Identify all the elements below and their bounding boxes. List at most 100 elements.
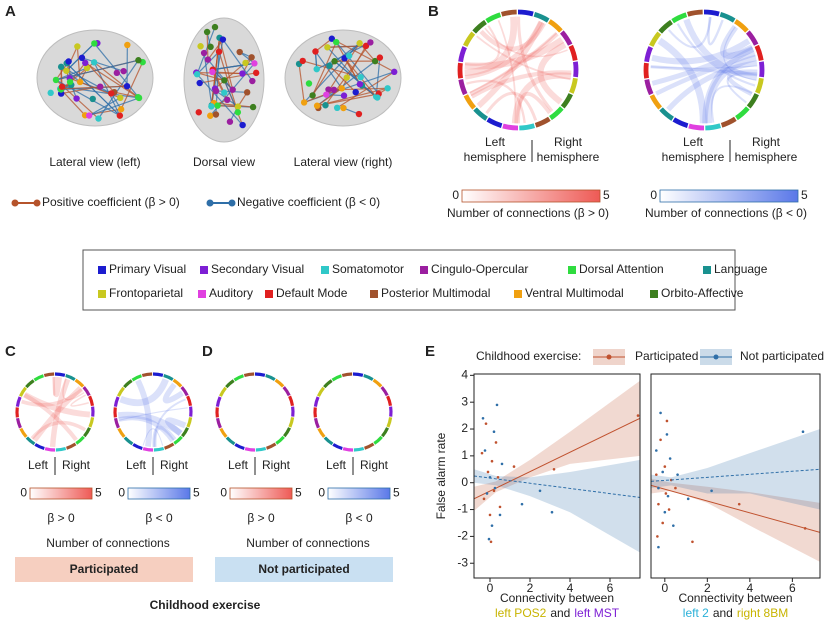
chord-segment: [549, 106, 564, 121]
brain-edge: [334, 60, 377, 98]
brain-node: [299, 57, 306, 65]
chord-link: [651, 44, 754, 86]
colorbar-tick: 0: [20, 486, 27, 500]
chord-link: [135, 379, 153, 448]
brain-node: [89, 95, 96, 103]
brain-edge: [93, 61, 139, 98]
colorbar: [127, 487, 191, 500]
chord-link: [720, 25, 755, 59]
chord-segment: [703, 9, 720, 17]
hemisphere-label: hemisphere: [537, 150, 600, 164]
brain-node: [309, 92, 316, 99]
chord-link: [497, 20, 517, 124]
chord-segment: [186, 417, 193, 428]
chord-link: [23, 392, 91, 418]
plot-area: [474, 380, 640, 553]
brain-node: [113, 69, 121, 77]
brain-edge: [88, 97, 121, 117]
scatter-point: [496, 476, 500, 479]
scatter-point: [659, 411, 662, 415]
chord-segment: [352, 372, 364, 377]
brain-node: [328, 35, 336, 42]
brain-node: [333, 38, 340, 46]
brain-node: [224, 96, 231, 104]
chord-link: [117, 411, 183, 436]
brain-node: [340, 104, 347, 112]
panel-label: E: [425, 343, 435, 360]
side-label: Left: [228, 458, 249, 472]
network-label: Auditory: [209, 286, 253, 300]
brain-edge: [114, 91, 139, 98]
chord-link: [464, 37, 565, 70]
chord-diagram: [313, 372, 393, 452]
colorbar-label: Number of connections (β > 0): [447, 206, 609, 220]
brain-node: [117, 94, 124, 102]
network-label: Dorsal Attention: [579, 262, 664, 276]
chord-segment: [283, 427, 292, 438]
chord-segment: [34, 443, 45, 450]
brain-node: [221, 77, 228, 84]
network-swatch: [420, 266, 428, 274]
plot-frame: [473, 373, 641, 579]
chord-segment: [463, 31, 476, 47]
scatter-point: [661, 470, 664, 474]
chord-segment: [44, 447, 56, 452]
chord-segment: [486, 117, 503, 128]
scatter-point: [636, 414, 640, 417]
scatter-point: [538, 489, 542, 493]
chord-segment: [457, 62, 463, 79]
brain-edge: [60, 89, 86, 116]
brain-node: [371, 57, 379, 65]
chord-link: [469, 32, 558, 94]
network-label: Secondary Visual: [211, 262, 304, 276]
view-label: Lateral view (left): [49, 155, 140, 169]
brain-node: [116, 112, 124, 119]
chord-link: [727, 69, 758, 97]
chord-segment: [317, 427, 326, 438]
brain-node: [215, 48, 223, 55]
chord-link: [667, 16, 712, 49]
scatter-point: [492, 430, 496, 434]
view-label: Lateral view (right): [294, 155, 393, 169]
chord-segment: [500, 9, 517, 17]
brain-edge: [217, 105, 238, 108]
fit-line: [651, 484, 820, 533]
brain-node: [338, 85, 346, 92]
scatter-point: [484, 422, 488, 425]
brain-node: [47, 89, 54, 97]
chord-segment: [265, 374, 276, 381]
chord-segment: [117, 427, 126, 438]
brain-edge: [98, 59, 139, 119]
chord-link: [466, 79, 526, 124]
network-legend-box: [82, 249, 736, 311]
chord-link: [516, 92, 552, 124]
chord-segment: [83, 427, 92, 438]
scatter-point: [482, 497, 486, 501]
network-swatch: [321, 266, 329, 274]
chord-link: [118, 415, 175, 443]
panel-label: C: [5, 343, 16, 360]
chord-segment: [458, 46, 467, 63]
chord-segment: [373, 435, 383, 445]
chord-segment: [381, 427, 390, 438]
chord-segment: [363, 374, 374, 381]
network-swatch: [703, 266, 711, 274]
scatter-point: [661, 521, 664, 525]
chord-segment: [181, 427, 190, 438]
chord-segment: [569, 77, 578, 94]
network-label: Primary Visual: [109, 262, 186, 276]
scatter-point: [668, 457, 672, 460]
chord-segment: [123, 436, 134, 446]
hemisphere-label: Right: [752, 135, 781, 149]
chord-segment: [688, 123, 705, 131]
brain-node: [204, 56, 212, 63]
y-tick-label: 2: [461, 421, 468, 435]
chord-link: [707, 16, 724, 46]
brain-node: [234, 109, 242, 116]
chord-segment: [113, 417, 120, 429]
chord-link: [705, 54, 757, 124]
colorbar-tick: 0: [452, 188, 459, 202]
scatter-point: [492, 489, 496, 493]
chord-link: [70, 394, 89, 407]
brain-node: [211, 23, 219, 31]
